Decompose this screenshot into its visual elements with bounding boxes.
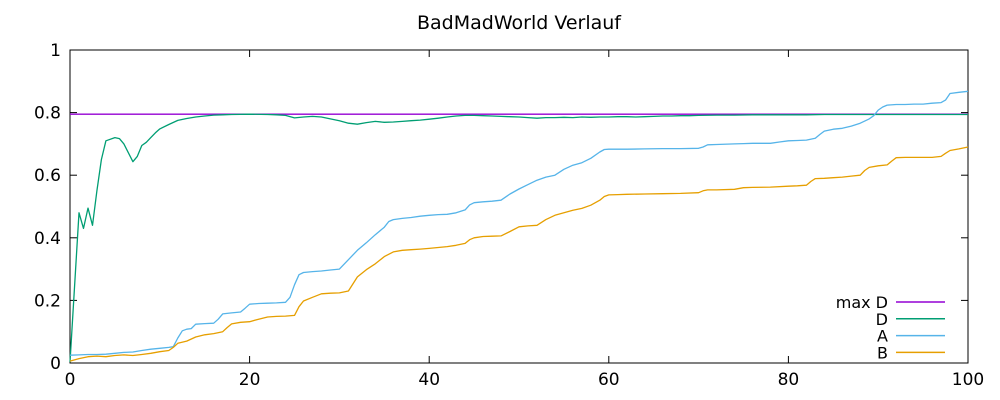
legend-label-max-d: max D <box>836 293 888 312</box>
series-line-a <box>69 90 969 356</box>
y-tick-label: 0.8 <box>34 104 61 124</box>
x-tick-label: 60 <box>598 370 620 390</box>
x-tick-label: 80 <box>778 370 800 390</box>
y-tick-label: 0.2 <box>34 291 61 311</box>
x-tick-label: 20 <box>239 370 261 390</box>
legend-label-b: B <box>877 343 888 362</box>
plot-border <box>69 49 969 364</box>
y-tick-label: 0.6 <box>34 166 61 186</box>
chart-title: BadMadWorld Verlauf <box>417 12 622 34</box>
x-tick-label: 100 <box>952 370 984 390</box>
series-line-d <box>69 113 968 363</box>
legend-label-d: D <box>876 310 888 329</box>
y-tick-label: 0.4 <box>34 229 61 249</box>
x-tick-label: 0 <box>65 370 76 390</box>
series-line-b <box>69 146 969 362</box>
x-tick-label: 40 <box>418 370 440 390</box>
legend-label-a: A <box>877 327 888 346</box>
y-tick-label: 1 <box>50 41 61 61</box>
y-tick-label: 0 <box>50 354 61 374</box>
